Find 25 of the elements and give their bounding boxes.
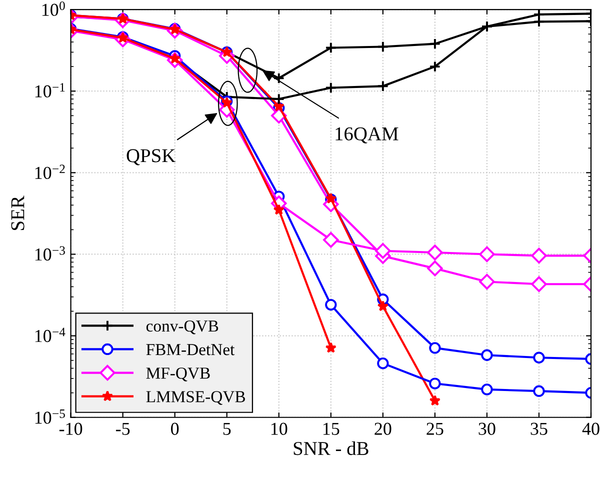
legend-label: FBM-DetNet: [146, 344, 235, 356]
x-tick-label: 30: [478, 422, 496, 435]
x-tick-label: -10: [59, 422, 82, 435]
legend-label: conv-QVB: [146, 320, 218, 334]
x-axis-title: SNR - dB: [294, 441, 368, 456]
x-tick-label: 10: [271, 422, 288, 435]
y-tick-label: 10$^{−2}$: [35, 164, 65, 180]
y-tick-label: 10$^{−5}$: [35, 410, 65, 424]
x-tick-label: 20: [374, 422, 392, 435]
legend-label: LMMSE-QVB: [146, 391, 245, 405]
y-tick-label: 10$^{−4}$: [35, 328, 66, 342]
x-tick-label: 15: [323, 422, 340, 435]
x-tick-label: 5: [223, 422, 231, 435]
legend-label: MF-QVB: [146, 368, 210, 382]
x-tick-label: 0: [171, 422, 179, 435]
x-tick-label: -5: [116, 422, 130, 435]
y-tick-label: 10$^{−3}$: [35, 246, 65, 261]
annotation: 16QAM: [336, 127, 398, 144]
x-tick-label: 35: [530, 422, 548, 435]
x-tick-label: 40: [582, 422, 600, 435]
y-tick-label: 10$^{0}$: [42, 2, 65, 16]
y-tick-label: 10$^{−1}$: [35, 83, 65, 98]
annotation: QPSK: [126, 149, 176, 166]
x-tick-label: 25: [426, 422, 444, 435]
y-axis-title: SER: [11, 196, 24, 230]
